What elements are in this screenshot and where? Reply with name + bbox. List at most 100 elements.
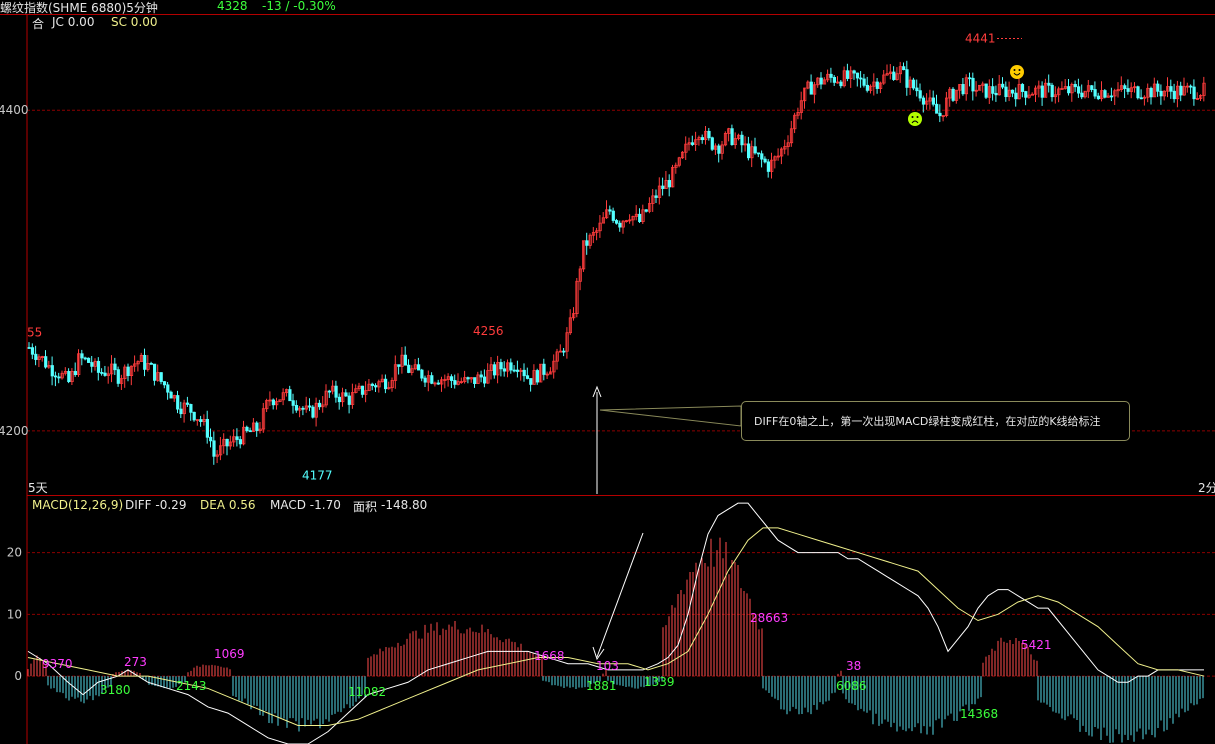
candle-down [169,391,173,399]
candle-down [615,220,619,224]
area-value: -148.80 [381,498,428,512]
histogram-area-label: 103 [596,659,619,673]
candle-up [1162,90,1166,97]
chart-title: 螺纹指数(SHME 6880)5分钟 [0,1,158,15]
candle-up [133,363,137,367]
candle-down [67,371,71,383]
candle-up [258,428,262,431]
smiley-mouth [1013,72,1021,76]
sc-value: SC 0.00 [111,15,158,29]
candle-up [783,146,787,150]
candle-up [948,88,952,99]
candle-up [813,84,817,95]
candle-down [753,146,757,154]
candle-up [641,209,645,223]
candle-up [476,374,480,384]
candle-up [222,438,226,447]
candle-up [1053,94,1058,98]
price-tick-label: 4200 [0,424,29,438]
candle-up [697,137,701,141]
candle-up [1070,84,1074,94]
histogram-area-label: 9370 [42,657,73,671]
candle-down [1047,82,1051,86]
candle-down [162,381,167,386]
candle-down [1189,85,1193,88]
candle-down [611,210,615,221]
candle-down [103,372,107,376]
candle-up [215,454,219,457]
candle-down [113,363,117,371]
candle-down [44,356,48,368]
candle-up [261,408,266,430]
candle-down [73,371,77,375]
candle-up [898,66,903,75]
candle-up [558,350,563,353]
candle-up [601,217,606,224]
candle-down [1050,84,1054,98]
histogram-area-label: 1668 [534,649,565,663]
candle-up [324,390,328,406]
candle-up [298,407,302,411]
candle-up [281,392,285,401]
candle-up [136,361,140,365]
candle-up [519,369,523,372]
candle-down [740,134,744,146]
candle-up [776,155,780,158]
candle-up [1083,90,1087,98]
candle-up [202,418,206,422]
candle-down [1136,86,1140,99]
histogram-area-label: 1339 [644,675,675,689]
candle-down [951,88,955,101]
candle-up [496,362,500,376]
candle-down [1004,86,1008,98]
smiley-eye [911,116,914,118]
candle-up [1176,85,1180,100]
candle-up [621,220,625,228]
candle-up [1143,96,1147,99]
candle-down [1093,89,1097,97]
candle-down [512,369,516,372]
candle-up [506,362,510,372]
candle-down [83,357,87,360]
candle-up [773,156,777,161]
smiley-mouth [911,120,919,124]
candle-down [245,426,249,432]
price-marker-label: 55 [27,326,42,340]
candle-up [895,73,899,80]
period-label-left: 5天 [28,481,48,495]
candle-up [1063,86,1067,89]
candle-down [347,395,351,405]
candle-down [423,377,427,383]
candle-down [991,86,995,94]
candle-down [710,137,714,150]
candle-up [469,377,474,380]
smiley-eye [916,116,919,118]
candle-up [367,383,371,392]
histogram-area-label: 3180 [100,683,131,697]
candle-down [453,380,457,385]
macd-arrowhead [592,646,605,661]
price-marker-label: 4256 [473,324,504,338]
candle-down [294,405,299,411]
price-change: -13 / -0.30% [262,0,336,13]
candle-down [763,158,767,163]
candle-up [605,209,609,219]
candle-up [720,144,724,154]
histogram-area-label: 38 [846,659,861,673]
candle-down [179,408,183,415]
candle-up [413,364,417,370]
candle-up [997,83,1002,96]
price-marker-label: 4177 [302,469,333,483]
candle-up [958,84,962,91]
candle-up [964,77,969,95]
candle-down [1126,88,1130,92]
candle-down [291,400,295,406]
candle-up [694,139,698,145]
candle-up [456,381,460,385]
candle-up [816,77,820,86]
candle-up [1086,85,1091,92]
histogram-area-label: 14368 [960,707,998,721]
candle-down [1014,92,1018,100]
candle-down [235,436,239,440]
